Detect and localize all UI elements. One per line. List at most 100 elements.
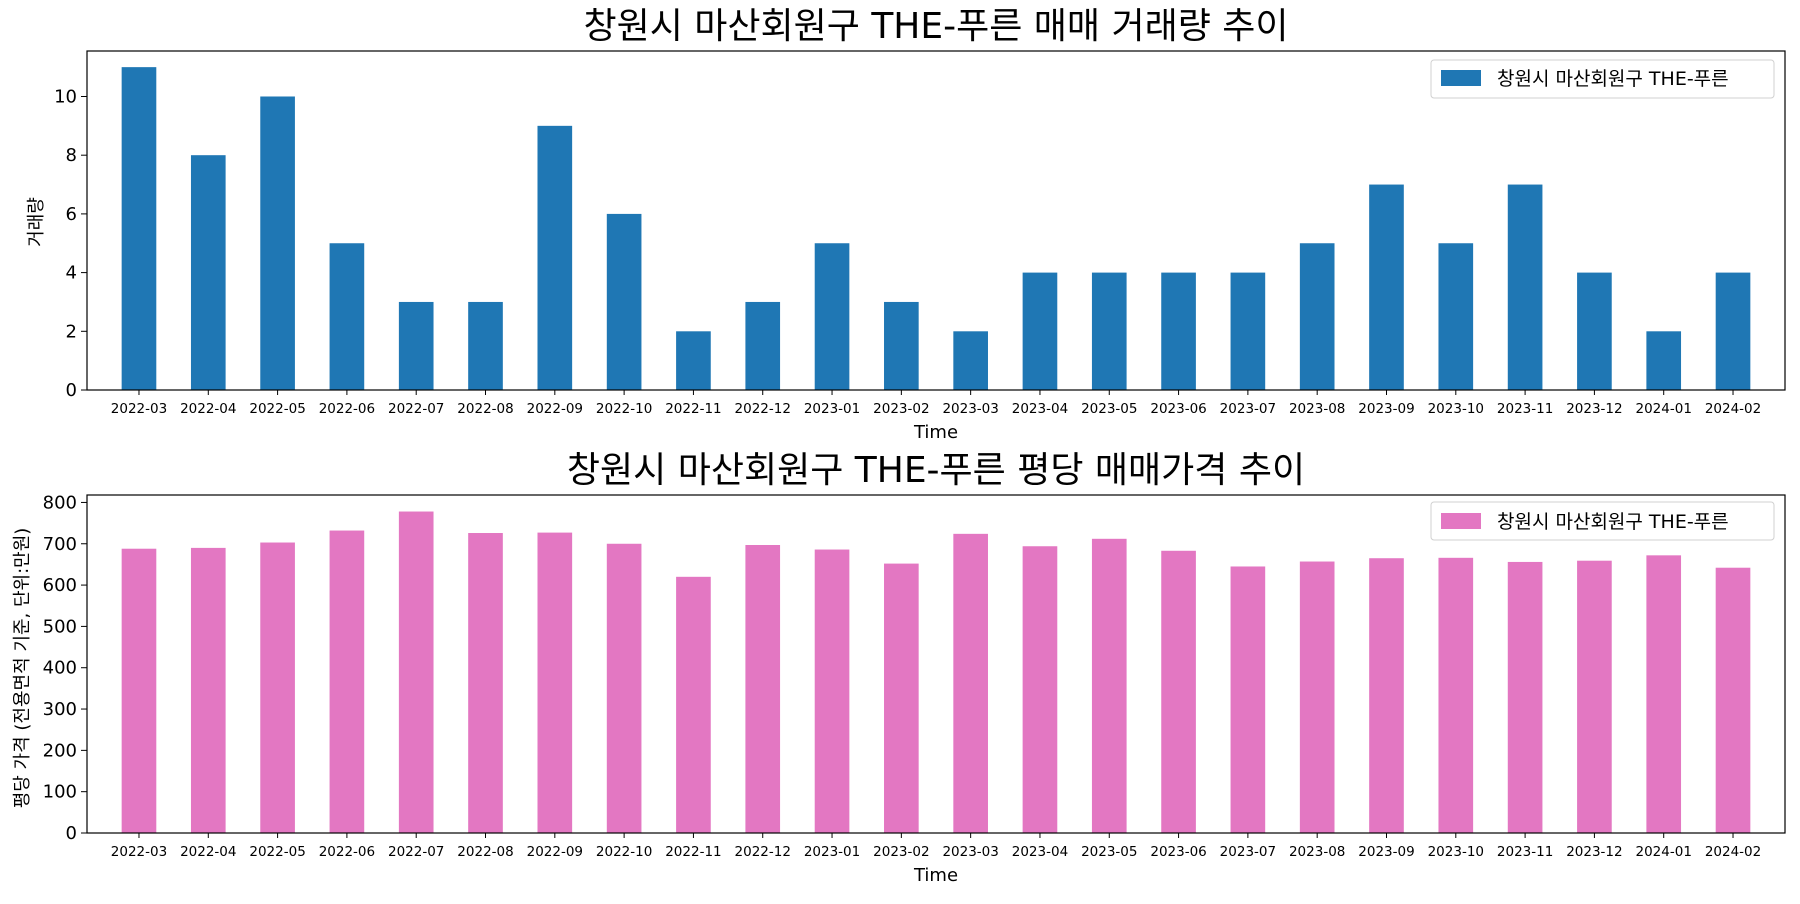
x-tick-label: 2023-02: [873, 844, 929, 860]
y-tick-label: 700: [43, 534, 77, 555]
y-tick-label: 300: [43, 699, 77, 720]
bar: [1577, 272, 1612, 390]
y-ticks: 0 2 4 6 8 10: [54, 86, 87, 401]
bar: [121, 548, 157, 833]
x-tick-label: 2022-12: [735, 401, 791, 417]
bar: [1715, 567, 1751, 833]
bar: [1507, 561, 1543, 833]
bar: [537, 125, 573, 390]
y-tick-label: 600: [43, 575, 77, 596]
bar: [398, 511, 434, 833]
bar: [1091, 538, 1127, 833]
x-tick-label: 2022-04: [180, 401, 236, 417]
x-tick-label: 2023-08: [1289, 844, 1345, 860]
x-tick-label: 2023-06: [1150, 844, 1206, 860]
y-tick-label: 0: [66, 823, 77, 844]
bar: [1438, 243, 1474, 390]
x-tick-label: 2022-07: [388, 401, 444, 417]
x-tick-label: 2023-01: [804, 844, 860, 860]
x-tick-label: 2023-11: [1497, 401, 1553, 417]
x-tick-label: 2022-11: [665, 844, 721, 860]
x-axis-label: Time: [913, 865, 958, 886]
x-tick-label: 2022-10: [596, 401, 652, 417]
y-tick-label: 8: [66, 145, 77, 166]
bar: [1369, 558, 1404, 833]
bar: [190, 155, 226, 390]
bar: [745, 301, 781, 390]
y-axis-label: 평당 가격 (전용면적 기준, 단위:만원): [12, 528, 33, 809]
x-tick-label: 2024-02: [1705, 844, 1761, 860]
bar: [1299, 561, 1335, 833]
x-tick-label: 2023-05: [1081, 401, 1137, 417]
bar: [745, 545, 781, 833]
y-tick-label: 4: [66, 263, 77, 284]
x-tick-label: 2022-05: [249, 401, 305, 417]
bar: [398, 301, 434, 390]
x-tick-label: 2022-08: [457, 844, 513, 860]
x-tick-label: 2023-07: [1220, 401, 1276, 417]
x-tick-label: 2022-12: [735, 844, 791, 860]
bar: [1161, 550, 1196, 833]
x-tick-label: 2022-11: [665, 401, 721, 417]
legend: 창원시 마산회원구 THE-푸른: [1430, 501, 1775, 541]
legend: 창원시 마산회원구 THE-푸른: [1430, 59, 1775, 99]
bar: [1438, 557, 1474, 833]
x-tick-label: 2022-04: [180, 844, 236, 860]
bar: [1299, 243, 1335, 390]
volume-chart: 창원시 마산회원구 THE-푸른 매매 거래량 추이 거래량 Time 0 2 4 6…: [26, 6, 1786, 443]
plot-frame: [86, 50, 1786, 391]
plot-frame: [86, 494, 1786, 834]
y-tick-label: 500: [43, 616, 77, 637]
bar: [1091, 272, 1127, 390]
bar: [1022, 272, 1058, 390]
chart-title: 창원시 마산회원구 THE-푸른 매매 거래량 추이: [583, 6, 1288, 47]
bar: [1507, 184, 1543, 390]
x-tick-label: 2022-10: [596, 844, 652, 860]
bar-group: [121, 67, 1751, 391]
legend-label: 창원시 마산회원구 THE-푸른: [1497, 511, 1729, 533]
y-tick-label: 2: [66, 321, 77, 342]
price-chart: 창원시 마산회원구 THE-푸른 평당 매매가격 추이 평당 가격 (전용면적 …: [12, 450, 1786, 886]
bar: [1715, 272, 1751, 390]
bar: [260, 96, 295, 391]
bar: [190, 547, 226, 833]
bar: [606, 543, 642, 833]
y-tick-label: 800: [43, 492, 77, 513]
legend-box: [1430, 501, 1775, 541]
x-axis-label: Time: [913, 422, 958, 443]
bar: [953, 533, 988, 833]
x-tick-label: 2023-07: [1220, 844, 1276, 860]
bar: [676, 331, 711, 390]
bar: [260, 542, 295, 833]
x-tick-label: 2022-03: [111, 844, 167, 860]
legend-label: 창원시 마산회원구 THE-푸른: [1497, 68, 1729, 90]
bar: [329, 243, 365, 390]
x-tick-label: 2023-03: [942, 401, 998, 417]
bar: [1230, 566, 1266, 833]
y-axis-label: 거래량: [26, 197, 47, 247]
x-tick-label: 2023-03: [942, 844, 998, 860]
bar: [606, 213, 642, 390]
x-tick-label: 2023-09: [1358, 844, 1414, 860]
x-ticks: 2022-03 2022-04 2022-05 2022-06 2022-07 2022-…: [111, 833, 1761, 860]
bar: [884, 563, 919, 833]
y-tick-label: 100: [43, 782, 77, 803]
x-tick-label: 2023-10: [1428, 401, 1484, 417]
bar: [1022, 546, 1058, 833]
y-tick-label: 6: [66, 204, 77, 225]
bar: [1646, 331, 1682, 390]
bar: [676, 576, 711, 833]
bar: [1230, 272, 1266, 390]
x-tick-label: 2023-09: [1358, 401, 1414, 417]
bar: [814, 549, 850, 833]
y-ticks: 0 100 200 300 400 500 600 700 800: [43, 492, 87, 844]
x-tick-label: 2022-09: [527, 401, 583, 417]
x-tick-label: 2024-01: [1636, 401, 1692, 417]
x-ticks: 2022-03 2022-04 2022-05 2022-06 2022-07 2022-…: [111, 390, 1761, 417]
x-tick-label: 2023-12: [1566, 401, 1622, 417]
bar: [537, 532, 573, 833]
y-tick-label: 200: [43, 740, 77, 761]
bar: [1369, 184, 1404, 390]
